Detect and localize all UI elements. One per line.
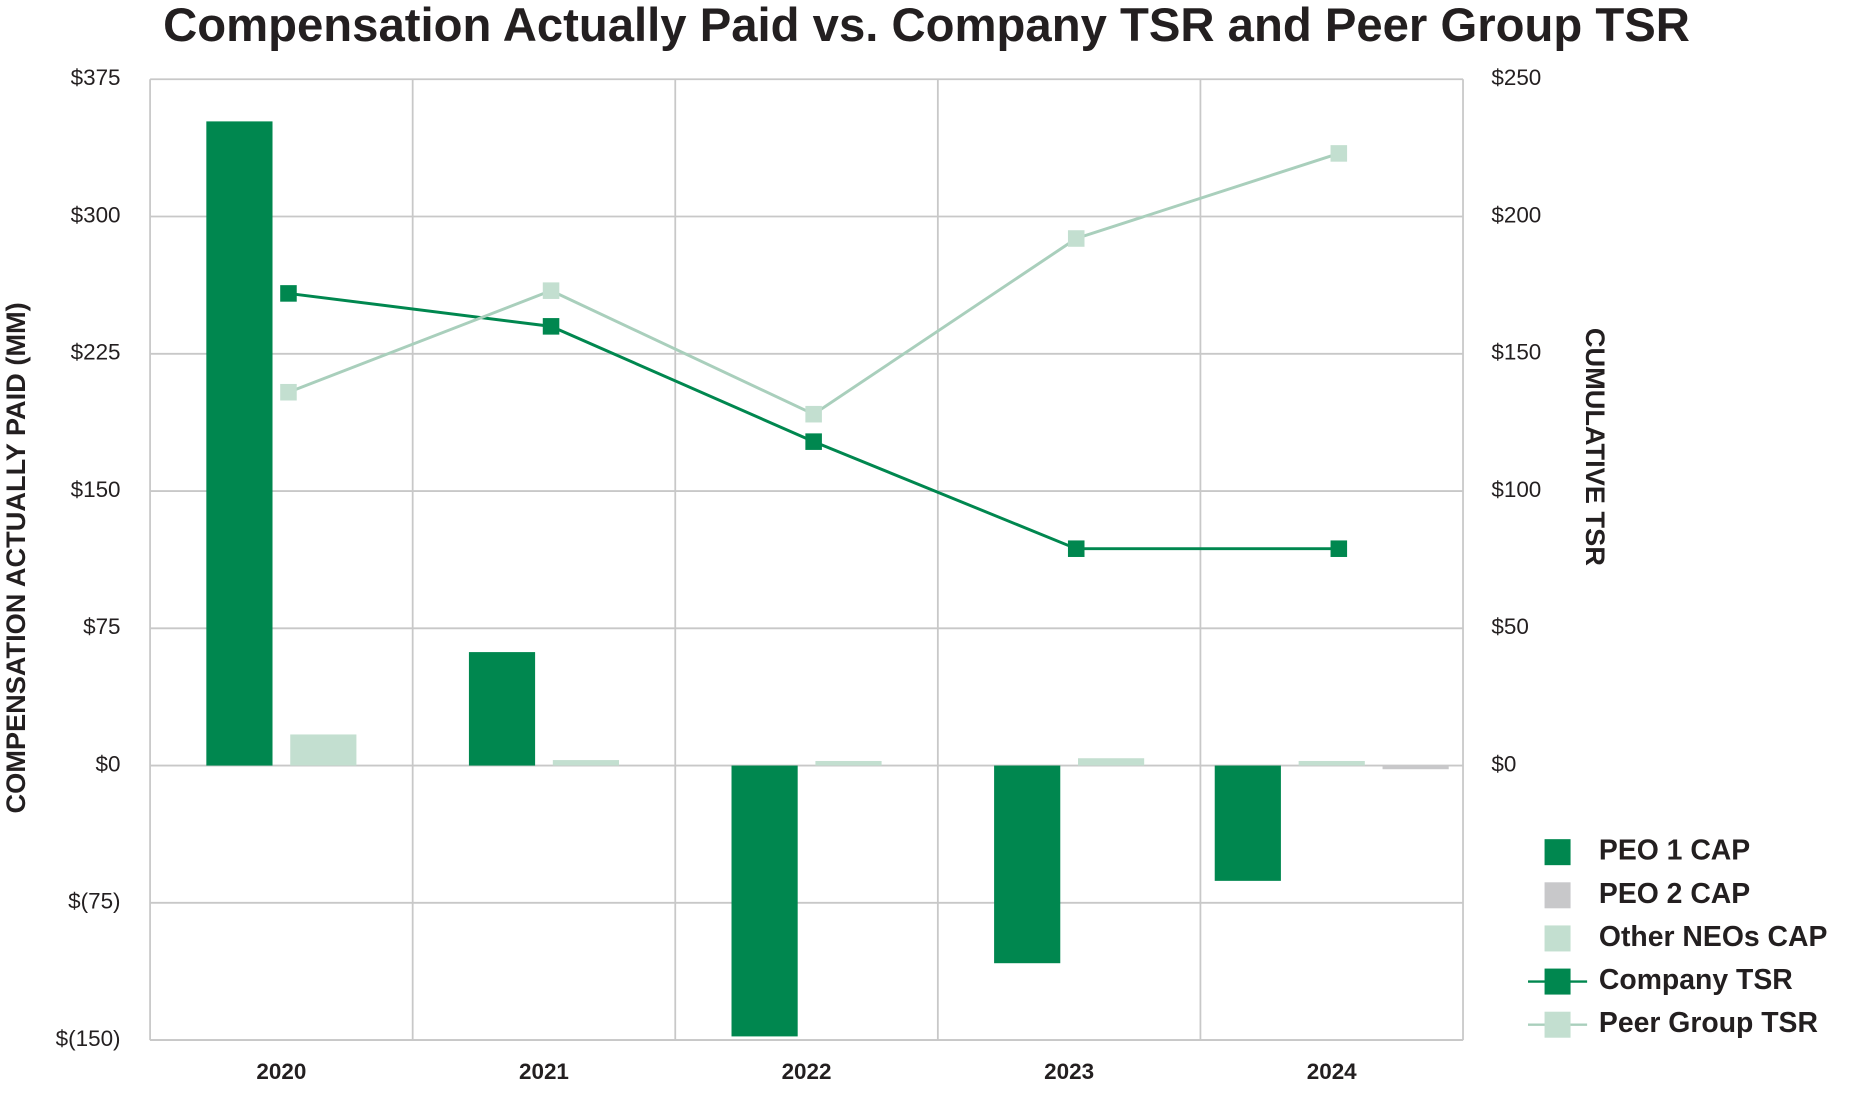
- line-marker: [805, 405, 822, 423]
- legend-marker: [1544, 839, 1571, 866]
- line-marker: [542, 318, 560, 335]
- line-marker: [1067, 230, 1085, 247]
- legend-label: PEO 2 CAP: [1599, 878, 1750, 910]
- bar: [994, 765, 1061, 964]
- line-marker: [805, 433, 822, 450]
- line: [287, 152, 1340, 416]
- y-tick-label: $150: [71, 477, 121, 502]
- line-marker: [280, 285, 297, 302]
- y-axis-label: COMPENSATION ACTUALLY PAID (MM): [0, 302, 31, 813]
- y-tick-label: $75: [83, 614, 120, 639]
- y-tick-label: $0: [96, 751, 121, 776]
- x-tick-label: 2022: [782, 1059, 832, 1084]
- y-tick-label: $225: [71, 340, 121, 365]
- y-tick-label: $(150): [56, 1026, 121, 1051]
- x-tick-label: 2024: [1307, 1059, 1357, 1084]
- y-tick-label: $(75): [68, 889, 120, 914]
- legend-label: PEO 1 CAP: [1599, 835, 1750, 867]
- bar: [815, 760, 882, 766]
- y-tick-label: $375: [71, 65, 121, 90]
- bar: [206, 121, 273, 766]
- line-marker: [1067, 540, 1085, 557]
- y2-axis-label: CUMULATIVE TSR: [1580, 328, 1611, 566]
- x-tick-label: 2020: [256, 1059, 306, 1084]
- bar: [1214, 765, 1281, 881]
- bar: [552, 760, 620, 766]
- y2-tick-label: $0: [1491, 751, 1516, 776]
- legend-label: Company TSR: [1599, 964, 1793, 996]
- bar: [1078, 758, 1145, 766]
- y-tick-label: $300: [71, 202, 121, 227]
- y2-tick-label: $250: [1491, 65, 1541, 90]
- legend-marker: [1544, 968, 1571, 995]
- x-tick-label: 2023: [1044, 1059, 1094, 1084]
- legend-label: Peer Group TSR: [1599, 1007, 1818, 1039]
- bar: [1298, 760, 1365, 766]
- line-marker: [542, 282, 560, 299]
- bar: [1382, 765, 1449, 770]
- line-marker: [280, 383, 297, 401]
- bar: [731, 765, 798, 1037]
- chart-title: Compensation Actually Paid vs. Company T…: [163, 0, 1690, 52]
- y2-tick-label: $200: [1491, 202, 1541, 227]
- legend-marker: [1544, 925, 1571, 952]
- legend-label: Other NEOs CAP: [1599, 921, 1828, 953]
- line-marker: [1330, 540, 1348, 557]
- bar: [468, 652, 536, 766]
- y2-tick-label: $100: [1491, 477, 1541, 502]
- bar: [290, 734, 357, 766]
- legend-marker: [1544, 1011, 1571, 1038]
- y2-tick-label: $150: [1491, 340, 1541, 365]
- line-marker: [1330, 145, 1348, 162]
- y2-tick-label: $50: [1491, 614, 1528, 639]
- x-tick-label: 2021: [519, 1059, 569, 1084]
- legend-marker: [1544, 882, 1571, 909]
